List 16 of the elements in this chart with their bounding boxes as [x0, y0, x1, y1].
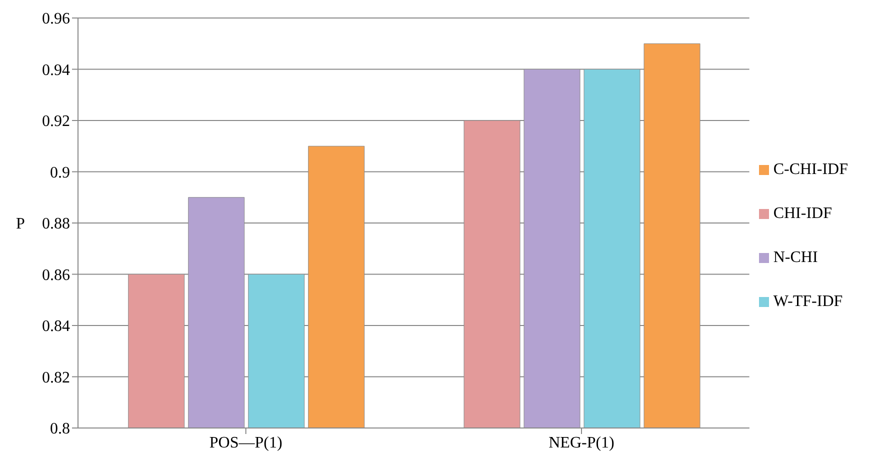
y-tick-label: 0.92	[42, 113, 70, 130]
y-tick-label: 0.86	[42, 266, 70, 284]
legend-label: C-CHI-IDF	[773, 160, 848, 178]
y-tick-label: 0.9	[50, 164, 70, 182]
legend-label: N-CHI	[773, 248, 818, 266]
y-tick-label: 0.84	[42, 318, 70, 336]
y-tick-label: 0.8	[50, 420, 70, 438]
y-axis-title: P	[16, 216, 25, 233]
legend-label: W-TF-IDF	[773, 292, 843, 310]
y-tick-label: 0.96	[42, 10, 70, 28]
y-tick-label: 0.82	[42, 369, 70, 386]
y-tick-label: 0.94	[42, 62, 70, 79]
legend-label: CHI-IDF	[773, 204, 832, 222]
y-tick-label: 0.88	[42, 216, 70, 233]
x-tick-label: POS—P(1)	[209, 434, 282, 452]
x-tick-label: NEG-P(1)	[548, 434, 614, 452]
